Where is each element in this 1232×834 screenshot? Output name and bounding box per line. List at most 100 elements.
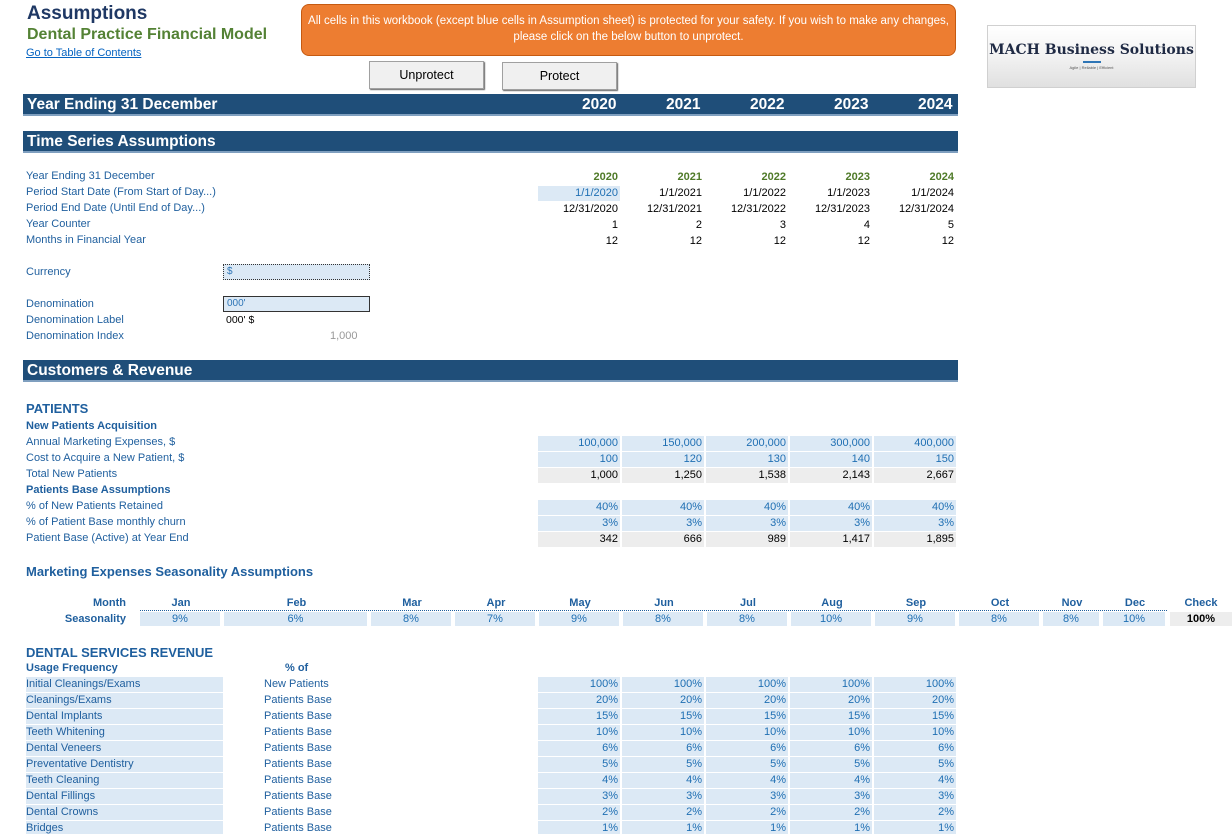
- customer-cell[interactable]: 3%: [538, 516, 620, 531]
- customer-cell[interactable]: 100: [538, 452, 620, 467]
- service-usage-cell[interactable]: 2%: [538, 805, 620, 820]
- customer-cell[interactable]: 40%: [790, 500, 872, 515]
- seasonality-cell[interactable]: 8%: [1043, 612, 1099, 626]
- seasonality-cell[interactable]: 8%: [371, 612, 451, 626]
- service-usage-cell[interactable]: 3%: [622, 789, 704, 804]
- customer-cell[interactable]: 150: [874, 452, 956, 467]
- customer-cell[interactable]: 3%: [706, 516, 788, 531]
- customer-cell[interactable]: 140: [790, 452, 872, 467]
- seasonality-cell[interactable]: 7%: [455, 612, 535, 626]
- service-usage-cell[interactable]: 1%: [790, 821, 872, 834]
- service-usage-cell[interactable]: 3%: [874, 789, 956, 804]
- service-usage-cell[interactable]: 5%: [622, 757, 704, 772]
- service-usage-cell[interactable]: 10%: [538, 725, 620, 740]
- customer-cell[interactable]: 40%: [622, 500, 704, 515]
- service-usage-cell[interactable]: 5%: [790, 757, 872, 772]
- service-usage-cell[interactable]: 3%: [538, 789, 620, 804]
- customer-cell[interactable]: 40%: [706, 500, 788, 515]
- service-usage-cell[interactable]: 1%: [874, 821, 956, 834]
- ts-cell[interactable]: 1/1/2020: [538, 186, 620, 201]
- seasonality-cell[interactable]: 10%: [1103, 612, 1165, 626]
- service-usage-cell[interactable]: 1%: [538, 821, 620, 834]
- service-usage-cell[interactable]: 5%: [538, 757, 620, 772]
- service-usage-cell[interactable]: 6%: [874, 741, 956, 756]
- customer-cell[interactable]: 200,000: [706, 436, 788, 451]
- service-usage-cell[interactable]: 1%: [622, 821, 704, 834]
- service-usage-cell[interactable]: 10%: [622, 725, 704, 740]
- customer-cell[interactable]: 40%: [538, 500, 620, 515]
- service-usage-cell[interactable]: 4%: [790, 773, 872, 788]
- service-usage-cell[interactable]: 15%: [874, 709, 956, 724]
- service-usage-cell[interactable]: 100%: [622, 677, 704, 692]
- service-usage-cell[interactable]: 2%: [706, 805, 788, 820]
- service-usage-cell[interactable]: 3%: [790, 789, 872, 804]
- service-usage-cell[interactable]: 4%: [538, 773, 620, 788]
- ts-cell: 4: [863, 219, 870, 231]
- customer-cell[interactable]: 100,000: [538, 436, 620, 451]
- customer-cell[interactable]: 130: [706, 452, 788, 467]
- customer-cell[interactable]: 300,000: [790, 436, 872, 451]
- table-of-contents-link[interactable]: Go to Table of Contents: [26, 47, 142, 59]
- seasonality-cell[interactable]: 10%: [791, 612, 871, 626]
- year-bar-label: Year Ending 31 December: [27, 96, 218, 113]
- customer-cell[interactable]: 3%: [874, 516, 956, 531]
- service-usage-cell[interactable]: 100%: [874, 677, 956, 692]
- protect-button[interactable]: Protect: [502, 62, 617, 90]
- service-usage-cell[interactable]: 1%: [706, 821, 788, 834]
- service-usage-cell[interactable]: 4%: [874, 773, 956, 788]
- customer-cell[interactable]: 40%: [874, 500, 956, 515]
- company-logo: MACH Business Solutions Agile | Reliable…: [987, 25, 1196, 88]
- unprotect-button[interactable]: Unprotect: [369, 61, 484, 89]
- service-usage-cell[interactable]: 100%: [790, 677, 872, 692]
- service-usage-cell[interactable]: 20%: [622, 693, 704, 708]
- service-usage-cell[interactable]: 10%: [790, 725, 872, 740]
- service-usage-cell[interactable]: 20%: [874, 693, 956, 708]
- ts-cell: 3: [779, 219, 786, 231]
- seasonality-cell[interactable]: 9%: [140, 612, 220, 626]
- customer-cell[interactable]: 3%: [790, 516, 872, 531]
- currency-input[interactable]: $: [223, 264, 370, 280]
- service-usage-cell[interactable]: 6%: [706, 741, 788, 756]
- service-usage-cell[interactable]: 15%: [622, 709, 704, 724]
- month-label: Month: [93, 597, 126, 609]
- service-usage-cell[interactable]: 3%: [706, 789, 788, 804]
- check-value: 100%: [1170, 612, 1232, 626]
- service-usage-cell[interactable]: 4%: [706, 773, 788, 788]
- service-usage-cell[interactable]: 2%: [874, 805, 956, 820]
- customer-cell[interactable]: 150,000: [622, 436, 704, 451]
- service-usage-cell[interactable]: 10%: [706, 725, 788, 740]
- service-usage-cell[interactable]: 10%: [874, 725, 956, 740]
- seasonality-cell[interactable]: 9%: [539, 612, 619, 626]
- service-usage-cell[interactable]: 20%: [790, 693, 872, 708]
- seasonality-cell[interactable]: 9%: [875, 612, 955, 626]
- seasonality-cell[interactable]: 6%: [224, 612, 367, 626]
- service-usage-cell[interactable]: 15%: [706, 709, 788, 724]
- year-ending-bar: Year Ending 31 December 2020 2021 2022 2…: [23, 94, 958, 116]
- service-label: Dental Implants: [26, 709, 223, 724]
- customer-cell[interactable]: 120: [622, 452, 704, 467]
- service-usage-cell[interactable]: 20%: [706, 693, 788, 708]
- seasonality-cell[interactable]: 8%: [959, 612, 1039, 626]
- seasonality-cell[interactable]: 8%: [707, 612, 787, 626]
- service-usage-cell[interactable]: 20%: [538, 693, 620, 708]
- service-usage-cell[interactable]: 15%: [790, 709, 872, 724]
- service-usage-cell[interactable]: 15%: [538, 709, 620, 724]
- customer-cell: 2,667: [874, 468, 956, 483]
- service-usage-cell[interactable]: 5%: [706, 757, 788, 772]
- customer-cell: 666: [622, 532, 704, 547]
- dental-services-title: DENTAL SERVICES REVENUE: [26, 645, 214, 660]
- seasonality-cell[interactable]: 8%: [623, 612, 703, 626]
- service-usage-cell[interactable]: 100%: [538, 677, 620, 692]
- service-usage-cell[interactable]: 4%: [622, 773, 704, 788]
- service-usage-cell[interactable]: 2%: [622, 805, 704, 820]
- service-usage-cell[interactable]: 6%: [622, 741, 704, 756]
- service-usage-cell[interactable]: 6%: [538, 741, 620, 756]
- service-usage-cell[interactable]: 100%: [706, 677, 788, 692]
- month-header: Oct: [990, 597, 1010, 609]
- service-usage-cell[interactable]: 2%: [790, 805, 872, 820]
- service-usage-cell[interactable]: 5%: [874, 757, 956, 772]
- customer-cell[interactable]: 400,000: [874, 436, 956, 451]
- denomination-input[interactable]: 000': [223, 296, 370, 312]
- service-usage-cell[interactable]: 6%: [790, 741, 872, 756]
- customer-cell[interactable]: 3%: [622, 516, 704, 531]
